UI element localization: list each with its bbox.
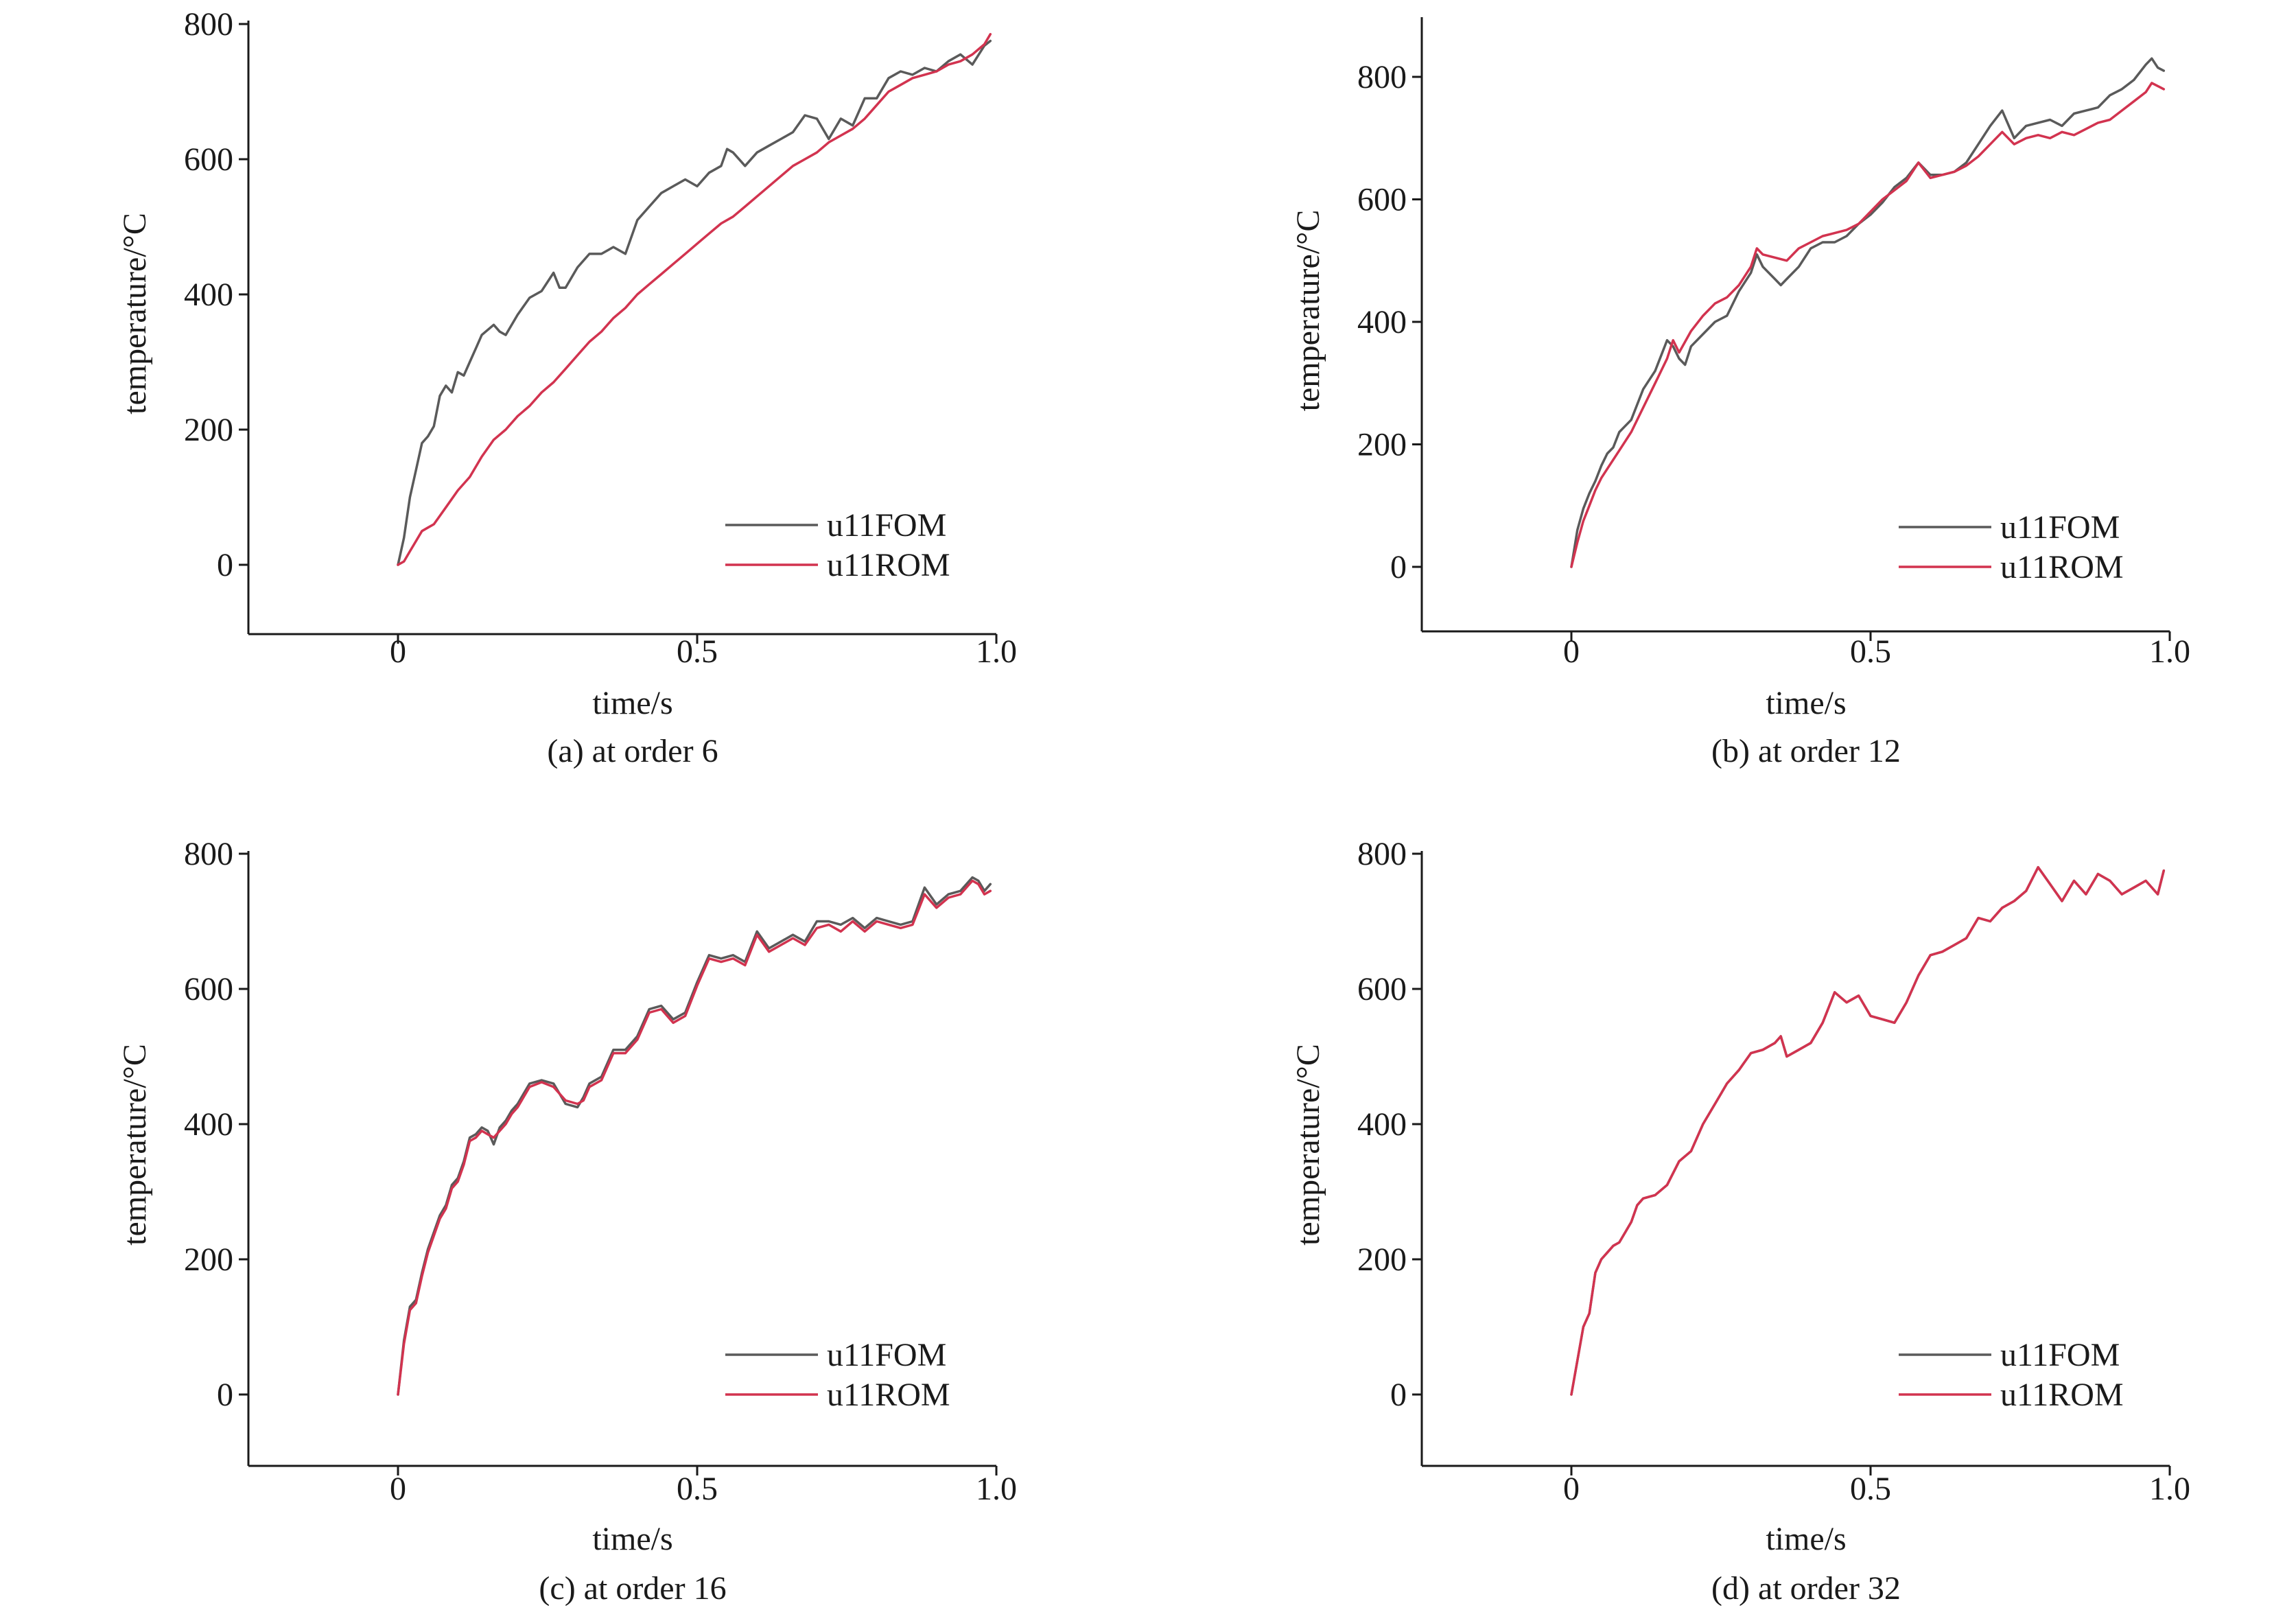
y-tick-label: 800	[184, 6, 233, 43]
x-axis-title: time/s	[592, 1521, 672, 1557]
y-tick-label: 200	[1357, 1241, 1407, 1278]
y-tick-label: 600	[1357, 182, 1407, 218]
legend-label-u11rom: u11ROM	[2000, 1377, 2124, 1413]
series-line-u11rom	[1570, 865, 2166, 1396]
legend-label-u11rom: u11ROM	[2000, 549, 2124, 585]
chart-panel-4: 0 200 400 600 800 0 0.5 1.0 time/s temperature/°C…	[1290, 836, 2190, 1607]
series-line-u11rom	[1570, 82, 2166, 568]
y-tick-label: 400	[1357, 1106, 1407, 1143]
y-tick-label: 400	[184, 1106, 233, 1143]
series-line-u11fom	[397, 39, 992, 566]
x-tick-label: 0.5	[677, 1471, 718, 1507]
chart-panel-3: 0 200 400 600 800 0 0.5 1.0 time/s temperature/°C…	[117, 836, 1017, 1607]
x-tick-label: 1.0	[2149, 1471, 2190, 1507]
x-tick-label: 0	[390, 633, 406, 670]
x-tick-label: 0	[390, 1471, 406, 1507]
y-tick-label: 0	[1390, 1377, 1407, 1413]
legend-label-u11fom: u11FOM	[2000, 1337, 2120, 1373]
legend-label-u11fom: u11FOM	[2000, 509, 2120, 546]
x-tick-label: 0	[1563, 633, 1580, 670]
series-line-u11rom	[397, 33, 992, 566]
chart-panel-1: 0 200 400 600 800 0 0.5 1.0 time/s temperature/°C…	[117, 6, 1017, 769]
y-tick-label: 400	[1357, 304, 1407, 340]
y-tick-label: 400	[184, 277, 233, 313]
x-axis-title: time/s	[592, 685, 672, 721]
y-tick-label: 600	[184, 141, 233, 178]
y-axis-title: temperature/°C	[1290, 1044, 1326, 1246]
y-tick-label: 0	[217, 547, 233, 583]
series-line-u11fom	[1570, 57, 2166, 568]
x-tick-label: 1.0	[2149, 633, 2190, 670]
y-tick-label: 200	[184, 412, 233, 448]
x-tick-label: 0.5	[1850, 633, 1891, 670]
legend-label-u11rom: u11ROM	[827, 547, 950, 583]
series-line-u11rom	[397, 879, 992, 1396]
panel-caption: (d) at order 32	[1711, 1570, 1901, 1607]
y-tick-label: 0	[217, 1377, 233, 1413]
x-axis-title: time/s	[1766, 1521, 1846, 1557]
series-line-u11fom	[397, 876, 992, 1396]
y-tick-label: 600	[1357, 971, 1407, 1007]
legend-label-u11fom: u11FOM	[827, 507, 946, 544]
y-tick-label: 600	[184, 971, 233, 1007]
series-line-u11fom	[1570, 865, 2166, 1396]
chart-panel-2: 0 200 400 600 800 0 0.5 1.0 time/s temperature/°C…	[1290, 17, 2190, 769]
x-tick-label: 1.0	[976, 1471, 1017, 1507]
y-tick-label: 200	[184, 1241, 233, 1278]
x-tick-label: 0.5	[1850, 1471, 1891, 1507]
x-tick-label: 0	[1563, 1471, 1580, 1507]
y-tick-label: 800	[1357, 836, 1407, 872]
panel-caption: (b) at order 12	[1711, 733, 1901, 769]
x-axis-title: time/s	[1766, 685, 1846, 721]
y-axis-title: temperature/°C	[117, 1044, 153, 1246]
legend-label-u11rom: u11ROM	[827, 1377, 950, 1413]
y-axis-title: temperature/°C	[117, 213, 153, 415]
y-tick-label: 0	[1390, 549, 1407, 585]
y-tick-label: 800	[184, 836, 233, 872]
y-tick-label: 800	[1357, 59, 1407, 95]
x-tick-label: 0.5	[677, 633, 718, 670]
panel-caption: (c) at order 16	[539, 1570, 726, 1607]
panel-caption: (a) at order 6	[547, 733, 718, 769]
legend-label-u11fom: u11FOM	[827, 1337, 946, 1373]
x-tick-label: 1.0	[976, 633, 1017, 670]
y-axis-title: temperature/°C	[1290, 210, 1326, 412]
y-tick-label: 200	[1357, 427, 1407, 463]
